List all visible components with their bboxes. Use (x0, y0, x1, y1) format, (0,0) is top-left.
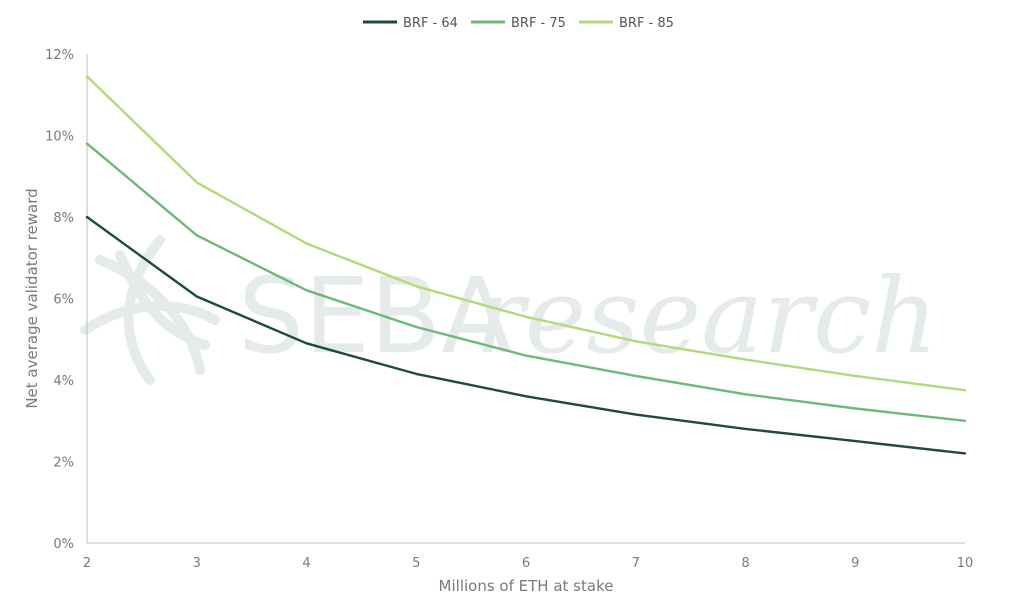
x-tick-label: 10 (957, 556, 974, 571)
legend-label: BRF - 75 (511, 16, 566, 31)
watermark-text-research: research (475, 255, 938, 377)
x-tick-label: 3 (193, 556, 201, 571)
seba-research-watermark: SEBA research (80, 235, 938, 385)
legend-label: BRF - 85 (619, 16, 674, 31)
legend: BRF - 64 BRF - 75 BRF - 85 (363, 16, 674, 31)
x-tick-label: 7 (632, 556, 640, 571)
x-tick-label: 5 (412, 556, 420, 571)
x-tick-label: 6 (522, 556, 530, 571)
y-axis-label: Net average validator reward (23, 188, 41, 408)
x-tick-label: 8 (741, 556, 749, 571)
x-tick-label: 2 (83, 556, 91, 571)
series-line-3 (85, 75, 967, 392)
x-tick-label: 4 (302, 556, 310, 571)
series-layer (85, 75, 967, 455)
watermark-text-seba: SEBA (238, 255, 512, 377)
y-tick-label: 6% (53, 293, 74, 308)
x-tick-label: 9 (851, 556, 859, 571)
series-line-2 (85, 142, 967, 422)
y-tick-label: 2% (53, 456, 74, 471)
series-line-1 (85, 215, 967, 455)
legend-label: BRF - 64 (403, 16, 458, 31)
y-tick-label: 12% (45, 48, 74, 63)
watermark-logo-icon (80, 235, 220, 385)
y-tick-label: 10% (45, 130, 74, 145)
y-tick-label: 0% (53, 537, 74, 552)
y-tick-label: 4% (53, 374, 74, 389)
x-axis-label: Millions of ETH at stake (439, 577, 614, 595)
axes: 0% 2% 4% 6% 8% 10% 12% 2 3 4 5 6 7 8 9 10 (45, 48, 973, 571)
y-tick-label: 8% (53, 211, 74, 226)
